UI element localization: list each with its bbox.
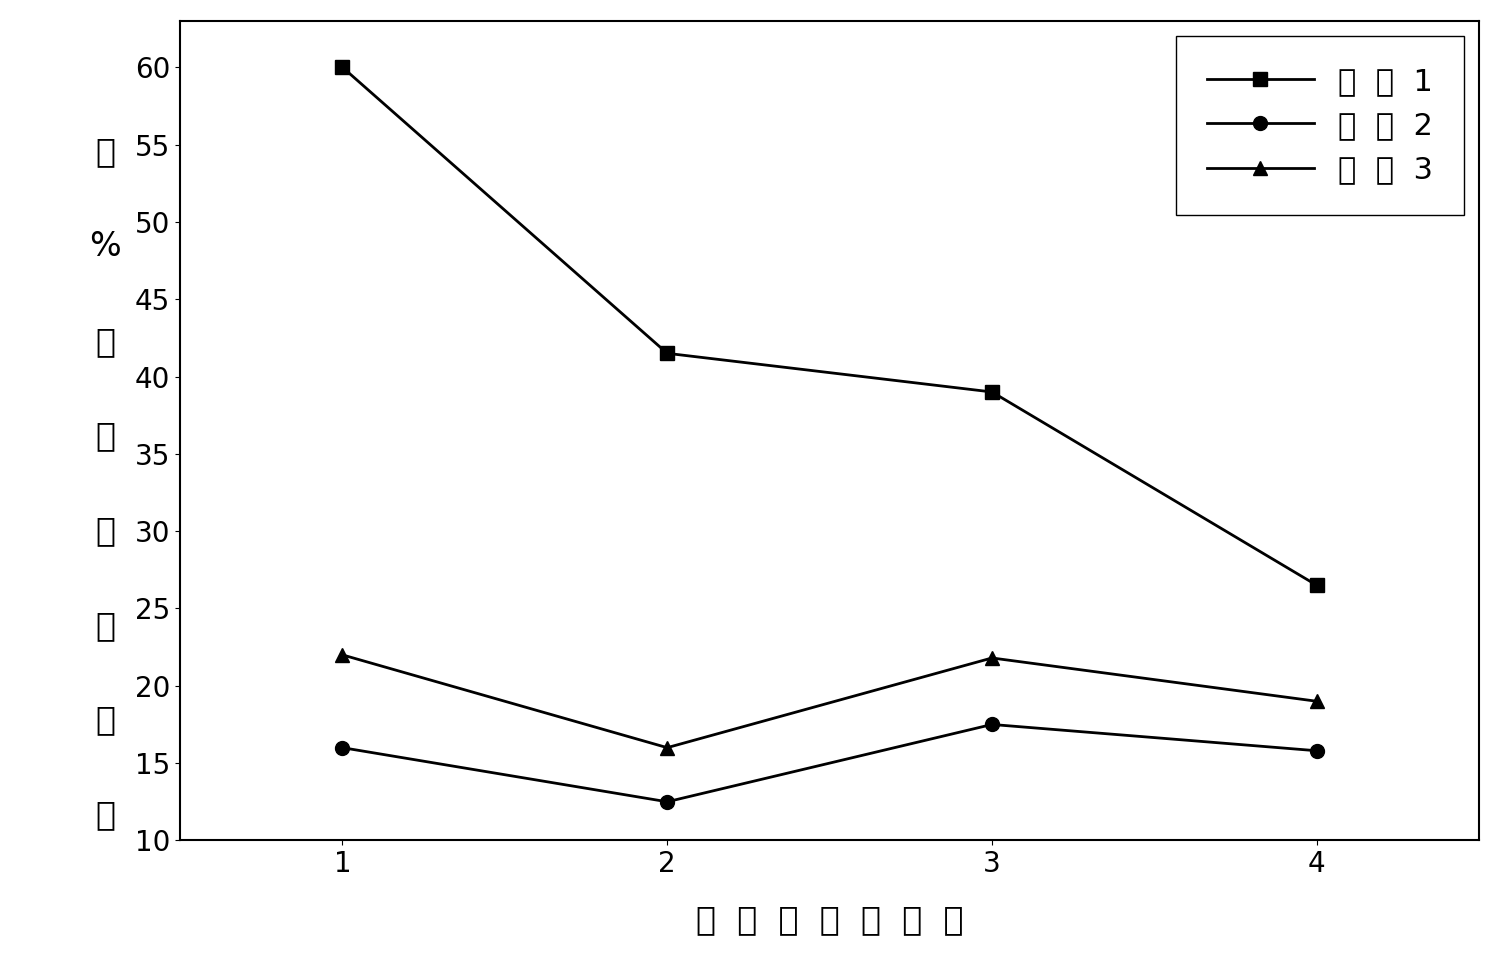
- 方  法  2: [658, 796, 676, 808]
- Line: 方  法  2: 方 法 2: [336, 718, 1323, 809]
- Text: （: （: [94, 324, 116, 358]
- 方  法  3: [333, 649, 351, 660]
- Text: 缩: 缩: [94, 514, 116, 547]
- Text: ）: ）: [94, 135, 116, 168]
- Text: 沸: 沸: [94, 798, 116, 832]
- X-axis label: 高  收  缩  纤  维  试  样: 高 收 缩 纤 维 试 样: [696, 903, 963, 936]
- Text: %: %: [88, 230, 122, 263]
- 方  法  3: [1308, 696, 1326, 707]
- Text: 水: 水: [94, 703, 116, 737]
- Legend: 方  法  1, 方  法  2, 方  法  3: 方 法 1, 方 法 2, 方 法 3: [1176, 36, 1464, 214]
- 方  法  1: [1308, 580, 1326, 591]
- Line: 方  法  3: 方 法 3: [336, 648, 1323, 755]
- 方  法  3: [982, 653, 1000, 664]
- Text: 收: 收: [94, 609, 116, 642]
- 方  法  2: [333, 742, 351, 753]
- 方  法  3: [658, 742, 676, 753]
- 方  法  2: [982, 719, 1000, 730]
- 方  法  2: [1308, 745, 1326, 756]
- 方  法  1: [982, 387, 1000, 398]
- Line: 方  法  1: 方 法 1: [336, 60, 1323, 592]
- 方  法  1: [333, 61, 351, 73]
- 方  法  1: [658, 347, 676, 359]
- Text: 率: 率: [94, 419, 116, 453]
